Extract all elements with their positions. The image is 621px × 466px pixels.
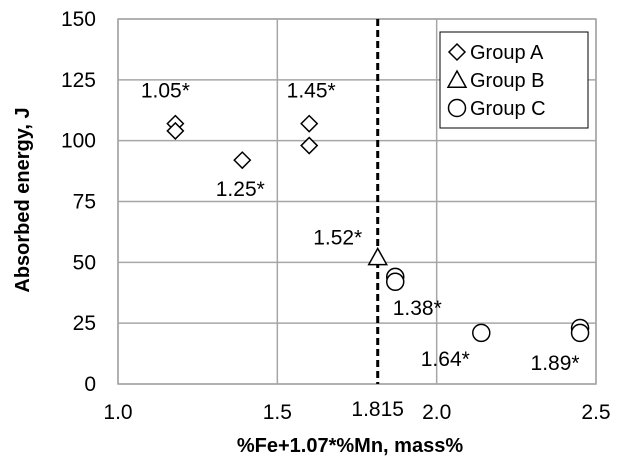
legend-marker-0	[447, 42, 467, 62]
y-tick-label-0: 0	[84, 373, 96, 396]
plot-border	[117, 18, 597, 385]
legend-label-2: Group C	[470, 98, 546, 120]
point-circle-4	[570, 323, 590, 343]
point-circle-2	[472, 323, 491, 343]
x-tick-label-0: 1.0	[103, 401, 132, 424]
annotation-1: 1.25*	[216, 178, 265, 201]
legend-marker-1	[446, 69, 468, 88]
point-diamond-2	[233, 151, 252, 170]
legend-marker-2	[447, 98, 467, 118]
annotations: 1.05* 1.25* 1.45* 1.52* 1.38* 1.64* 1.89*	[141, 80, 580, 375]
y-tick-label-6: 150	[61, 8, 96, 31]
plot-frame	[117, 18, 597, 385]
annotation-4: 1.38*	[393, 297, 442, 320]
x-axis-ticks: 1.0 1.5 2.0 2.5	[103, 401, 610, 424]
point-triangle-0	[367, 246, 388, 266]
legend: Group A Group B Group C	[439, 31, 589, 129]
data-points	[166, 114, 590, 343]
x-tick-label-2: 2.0	[422, 401, 451, 424]
annotation-0: 1.05*	[141, 80, 190, 103]
legend-label-1: Group B	[470, 70, 544, 92]
point-diamond-3	[300, 114, 319, 133]
y-axis-title: Absorbed energy, J	[12, 107, 34, 292]
annotation-3: 1.52*	[313, 226, 362, 249]
point-circle-1	[385, 272, 405, 292]
annotation-2: 1.45*	[287, 80, 336, 103]
y-tick-label-4: 100	[61, 130, 96, 153]
legend-label-0: Group A	[470, 42, 544, 64]
x-axis-title: %Fe+1.07*%Mn, mass%	[237, 435, 463, 457]
point-diamond-1	[166, 121, 185, 140]
x-tick-label-3: 2.5	[581, 401, 610, 424]
y-tick-label-3: 75	[73, 191, 96, 214]
reference-line: 1.815	[351, 19, 404, 421]
y-tick-label-5: 125	[61, 69, 96, 92]
point-diamond-4	[300, 136, 319, 155]
y-tick-label-2: 50	[73, 251, 96, 274]
y-axis-ticks: 0 25 50 75 100 125 150	[61, 8, 96, 396]
annotation-5: 1.64*	[421, 348, 470, 371]
y-tick-label-1: 25	[73, 312, 96, 335]
threshold-label: 1.815	[351, 398, 404, 421]
x-tick-label-1: 1.5	[263, 401, 292, 424]
annotation-6: 1.89*	[531, 352, 580, 375]
